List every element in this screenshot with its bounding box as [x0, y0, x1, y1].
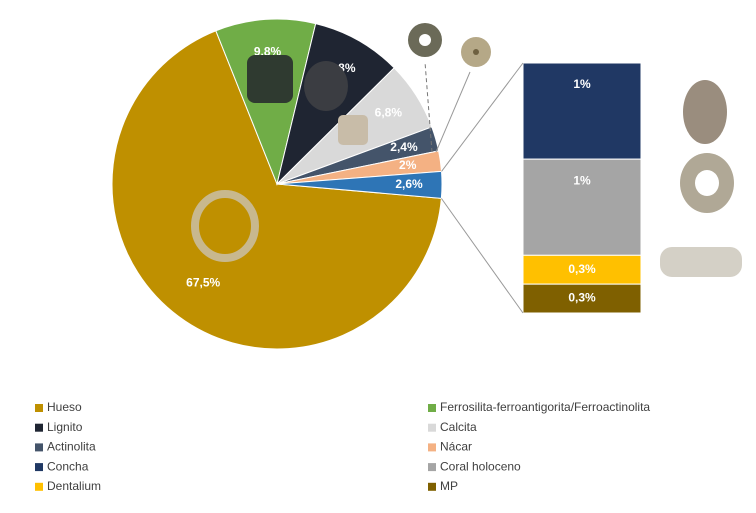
data-label: 67,5% — [186, 275, 220, 289]
bar-of-pie: 1% 1% 0,3% 0,3% — [440, 62, 642, 314]
photo-bead — [338, 115, 368, 145]
photo-shell — [683, 80, 727, 144]
legend: Hueso Ferrosilita-ferroantigorita/Ferroac… — [35, 400, 650, 493]
legend-swatch — [428, 404, 436, 412]
data-label: 1% — [573, 173, 591, 187]
data-label: 2,6% — [395, 177, 423, 191]
pointer — [435, 71, 471, 153]
legend-label: Dentalium — [47, 479, 101, 493]
legend-label: Actinolita — [47, 440, 96, 454]
legend-label: MP — [440, 479, 458, 493]
legend-swatch — [428, 423, 436, 432]
legend-swatch — [35, 482, 43, 491]
data-label: 2,4% — [390, 140, 418, 154]
legend-swatch — [35, 404, 43, 412]
legend-swatch — [428, 482, 436, 491]
photo-dentalium — [660, 247, 742, 277]
legend-swatch — [428, 463, 436, 472]
legend-swatch — [35, 423, 43, 432]
legend-swatch — [35, 463, 43, 472]
bar-segment — [522, 158, 642, 256]
data-label: 0,3% — [568, 262, 596, 276]
legend-label: Ferrosilita-ferroantigorita/Ferroactinol… — [440, 400, 650, 414]
photo-bead — [247, 55, 293, 103]
pointer — [424, 61, 433, 153]
legend-swatch — [35, 443, 43, 452]
pie-slice — [276, 170, 443, 199]
photo-ring — [191, 190, 259, 262]
bar-segment — [522, 254, 642, 285]
legend-label: Lignito — [47, 420, 83, 434]
data-label: 6,8% — [375, 105, 403, 119]
bar-segment — [522, 283, 642, 314]
legend-label: Coral holoceno — [440, 459, 521, 473]
legend-label: Calcita — [440, 420, 477, 434]
legend-swatch — [428, 443, 436, 452]
photo-bead-hole — [419, 34, 431, 46]
connector — [440, 198, 524, 314]
pie: 67,5%9,8%8,8%6,8%2,4%2%2,6% — [111, 18, 443, 350]
data-label: 2% — [399, 158, 417, 172]
connector — [441, 62, 524, 172]
legend-label: Concha — [47, 459, 89, 473]
photo-coral-hole — [695, 170, 719, 196]
data-label: 0,3% — [568, 291, 596, 305]
legend-label: Nácar — [440, 440, 472, 454]
legend-label: Hueso — [47, 400, 82, 414]
pie-slice — [111, 30, 442, 350]
data-label: 1% — [573, 77, 591, 91]
photo-bead — [304, 61, 348, 111]
artifact-photos — [191, 23, 742, 277]
photo-bead-hole — [473, 49, 479, 55]
